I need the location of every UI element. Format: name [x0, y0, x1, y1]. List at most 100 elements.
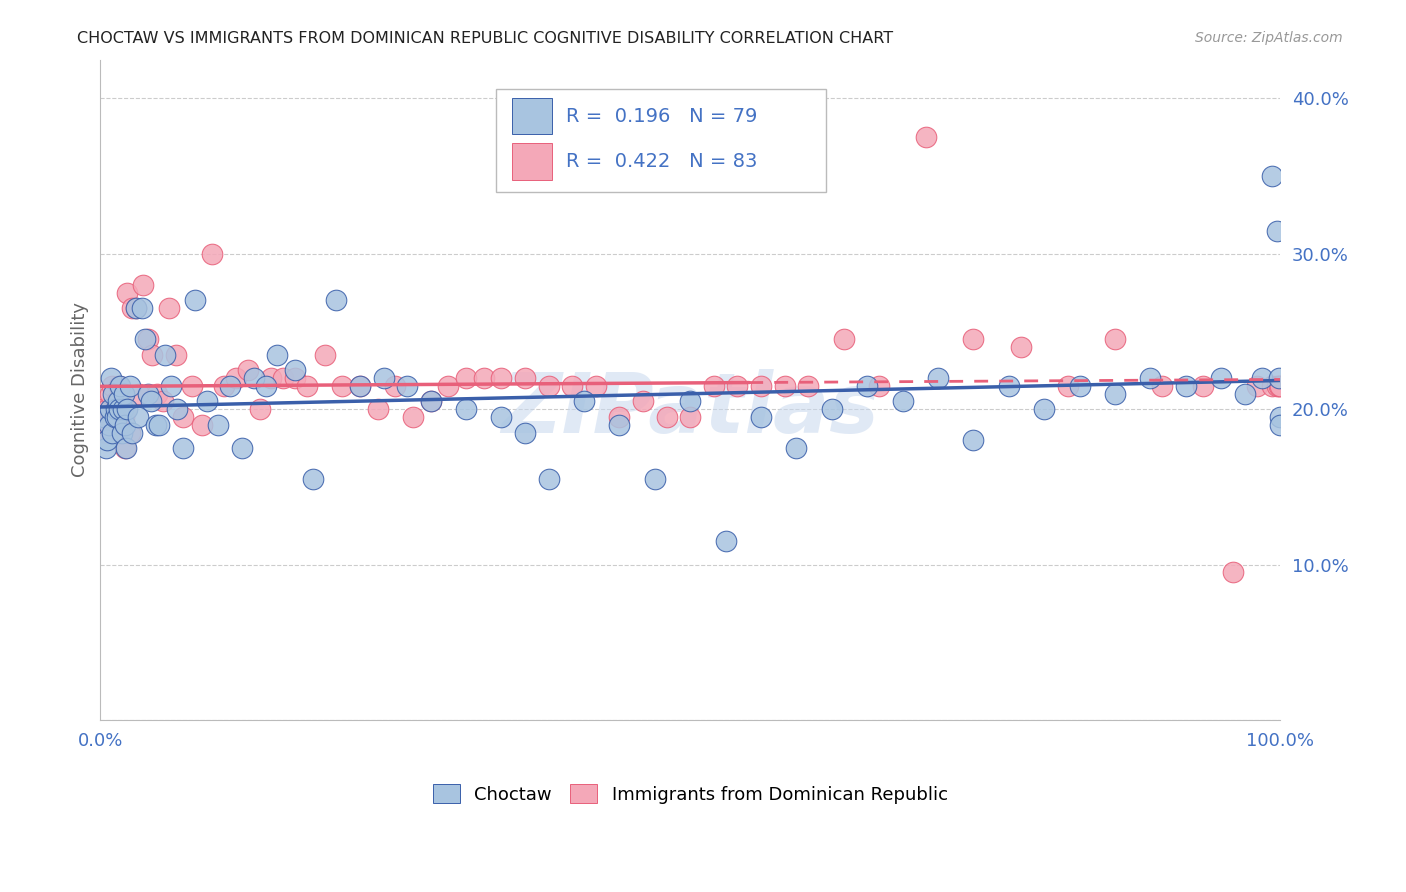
Point	[295, 379, 318, 393]
Point	[891, 394, 914, 409]
Point	[749, 379, 772, 393]
Point	[242, 371, 264, 385]
Point	[118, 379, 141, 393]
Point	[103, 425, 125, 440]
Point	[785, 441, 807, 455]
Point	[927, 371, 949, 385]
Point	[1174, 379, 1197, 393]
Point	[513, 425, 536, 440]
Point	[703, 379, 725, 393]
Point	[631, 394, 654, 409]
Point	[111, 402, 134, 417]
Point	[349, 379, 371, 393]
Point	[260, 371, 283, 385]
Point	[181, 379, 204, 393]
Point	[136, 332, 159, 346]
Point	[749, 410, 772, 425]
Point	[725, 379, 748, 393]
Point	[714, 534, 737, 549]
Point	[146, 386, 169, 401]
Point	[419, 394, 441, 409]
Point	[773, 379, 796, 393]
Point	[472, 371, 495, 385]
Point	[1104, 386, 1126, 401]
Point	[832, 332, 855, 346]
Point	[110, 425, 132, 440]
Point	[325, 293, 347, 308]
Point	[1192, 379, 1215, 393]
Point	[96, 425, 118, 440]
Point	[419, 394, 441, 409]
Point	[108, 379, 131, 393]
Point	[402, 410, 425, 425]
Point	[207, 417, 229, 432]
Point	[396, 379, 419, 393]
Text: R =  0.422   N = 83: R = 0.422 N = 83	[567, 153, 758, 171]
Point	[121, 425, 143, 440]
Point	[997, 379, 1019, 393]
Point	[110, 402, 132, 417]
Point	[115, 441, 138, 455]
Point	[644, 472, 666, 486]
Point	[1104, 332, 1126, 346]
Text: R =  0.196   N = 79: R = 0.196 N = 79	[567, 106, 758, 126]
Point	[132, 277, 155, 292]
Point	[96, 402, 118, 417]
Point	[136, 386, 159, 401]
Point	[1222, 566, 1244, 580]
Point	[219, 379, 242, 393]
Point	[856, 379, 879, 393]
Point	[134, 332, 156, 346]
Point	[165, 348, 187, 362]
Legend: Choctaw, Immigrants from Dominican Republic: Choctaw, Immigrants from Dominican Repub…	[423, 775, 956, 813]
Point	[868, 379, 890, 393]
Point	[184, 293, 207, 308]
Point	[1069, 379, 1091, 393]
Point	[1268, 417, 1291, 432]
Point	[191, 417, 214, 432]
Point	[98, 386, 121, 401]
Point	[572, 394, 595, 409]
Point	[537, 379, 560, 393]
Point	[105, 402, 128, 417]
Point	[236, 363, 259, 377]
Point	[114, 441, 136, 455]
Point	[266, 348, 288, 362]
Point	[367, 402, 389, 417]
Point	[114, 417, 136, 432]
Point	[1268, 379, 1291, 393]
Point	[225, 371, 247, 385]
Point	[141, 348, 163, 362]
Point	[1033, 402, 1056, 417]
Point	[384, 379, 406, 393]
Point	[373, 371, 395, 385]
Point	[195, 394, 218, 409]
Point	[115, 402, 138, 417]
Point	[271, 371, 294, 385]
Point	[100, 410, 122, 425]
Point	[1268, 379, 1291, 393]
Point	[110, 425, 132, 440]
Point	[1152, 379, 1174, 393]
Point	[108, 402, 131, 417]
Point	[609, 410, 631, 425]
Point	[125, 301, 148, 316]
Point	[1211, 371, 1233, 385]
Point	[201, 247, 224, 261]
FancyBboxPatch shape	[495, 89, 825, 192]
Point	[96, 434, 118, 448]
Point	[97, 410, 120, 425]
Point	[128, 386, 150, 401]
Point	[330, 379, 353, 393]
Point	[1246, 379, 1268, 393]
Point	[103, 410, 125, 425]
Point	[103, 386, 125, 401]
Point	[93, 410, 115, 425]
Point	[249, 402, 271, 417]
Point	[166, 402, 188, 417]
Point	[679, 410, 702, 425]
Point	[100, 371, 122, 385]
Y-axis label: Cognitive Disability: Cognitive Disability	[72, 302, 89, 477]
Point	[1265, 379, 1288, 393]
Point	[139, 394, 162, 409]
